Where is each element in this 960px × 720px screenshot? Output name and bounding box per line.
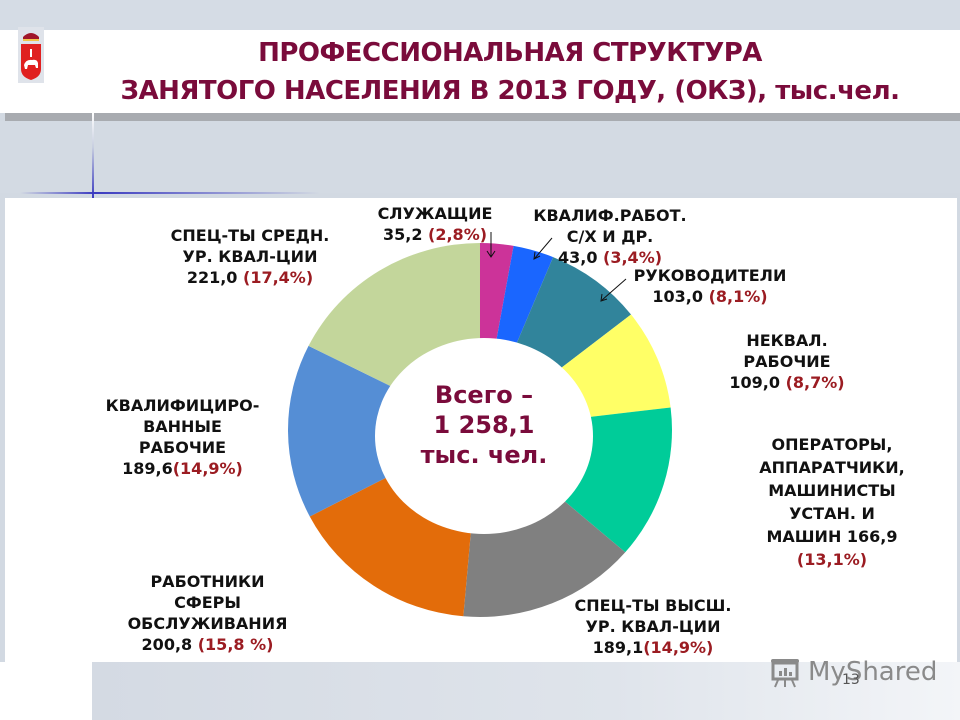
label-text: ВАННЫЕ bbox=[143, 417, 222, 436]
donut-hole bbox=[375, 338, 593, 534]
percent: (14,9%) bbox=[643, 638, 714, 657]
title-band bbox=[0, 30, 960, 113]
label-kvalif-rab: КВАЛИФИЦИРО- ВАННЫЕ РАБОЧИЕ 189,6(14,9%) bbox=[90, 395, 275, 479]
percent: (17,4%) bbox=[243, 268, 314, 287]
label-text: СПЕЦ-ТЫ СРЕДН. bbox=[170, 226, 330, 245]
label-text: СПЕЦ-ТЫ ВЫСШ. bbox=[574, 596, 732, 615]
value: 35,2 bbox=[382, 225, 423, 244]
watermark: MyShared bbox=[768, 656, 937, 688]
label-text: УСТАН. И bbox=[789, 504, 875, 523]
label-operatory: ОПЕРАТОРЫ, АППАРАТЧИКИ, МАШИНИСТЫ УСТАН.… bbox=[742, 433, 922, 571]
decorative-vertical-line bbox=[92, 113, 94, 198]
leader-arrows bbox=[486, 232, 627, 302]
top-strip bbox=[0, 0, 960, 30]
label-text: СФЕРЫ bbox=[174, 593, 241, 612]
arrow-head-kvalif-sh bbox=[533, 251, 541, 260]
label-text: РАБОТНИКИ bbox=[150, 572, 265, 591]
label-text: КВАЛИФИЦИРО- bbox=[105, 396, 260, 415]
page-title: ПРОФЕССИОНАЛЬНАЯ СТРУКТУРА ЗАНЯТОГО НАСЕ… bbox=[60, 34, 960, 110]
label-text: РАБОЧИЕ bbox=[138, 438, 227, 457]
label-value: 221,0 (17,4%) bbox=[155, 267, 345, 288]
label-value: 200,8 (15,8 %) bbox=[115, 634, 300, 655]
arrow-head-rukovoditeli bbox=[600, 293, 608, 302]
label-text: ОБСЛУЖИВАНИЯ bbox=[127, 614, 288, 633]
title-line-2: ЗАНЯТОГО НАСЕЛЕНИЯ В 2013 ГОДУ, (ОКЗ), т… bbox=[120, 76, 900, 106]
value: 221,0 bbox=[186, 268, 238, 287]
label-text: УР. КВАЛ-ЦИИ bbox=[182, 247, 318, 266]
decorative-horizontal-line bbox=[20, 192, 320, 194]
label-kvalif-sh: КВАЛИФ.РАБОТ. С/Х И ДР. 43,0 (3,4%) bbox=[515, 205, 705, 268]
donut-total: Всего – 1 258,1 тыс. чел. bbox=[394, 380, 574, 470]
decorative-band bbox=[0, 121, 960, 193]
label-text: СЛУЖАЩИЕ bbox=[377, 204, 493, 223]
page-number: 13 bbox=[842, 672, 860, 688]
label-text: НЕКВАЛ. bbox=[746, 331, 828, 350]
value: 189,1 bbox=[592, 638, 644, 657]
percent: (8,7%) bbox=[785, 373, 845, 392]
percent: (14,9%) bbox=[172, 459, 243, 478]
label-text: УР. КВАЛ-ЦИИ bbox=[585, 617, 721, 636]
label-value: 43,0 (3,4%) bbox=[515, 247, 705, 268]
label-nekval: НЕКВАЛ. РАБОЧИЕ 109,0 (8,7%) bbox=[712, 330, 862, 393]
label-rabotniki: РАБОТНИКИ СФЕРЫ ОБСЛУЖИВАНИЯ 200,8 (15,8… bbox=[115, 571, 300, 655]
percent: (13,1%) bbox=[796, 550, 868, 569]
total-line-1: Всего – bbox=[434, 381, 534, 409]
percent: (15,8 %) bbox=[197, 635, 274, 654]
label-text: МАШИН 166,9 bbox=[766, 527, 898, 546]
presentation-board-icon bbox=[771, 659, 799, 688]
label-sluzhashchie: СЛУЖАЩИЕ 35,2 (2,8%) bbox=[360, 203, 510, 245]
label-spec-sredn: СПЕЦ-ТЫ СРЕДН. УР. КВАЛ-ЦИИ 221,0 (17,4%… bbox=[155, 225, 345, 288]
coat-of-arms-icon bbox=[18, 27, 44, 83]
value: 189,6 bbox=[122, 459, 173, 478]
title-underline bbox=[5, 113, 960, 121]
label-rukovoditeli: РУКОВОДИТЕЛИ 103,0 (8,1%) bbox=[620, 265, 800, 307]
percent: (3,4%) bbox=[603, 248, 663, 267]
label-value: 189,6(14,9%) bbox=[90, 458, 275, 479]
value: 43,0 bbox=[557, 248, 598, 267]
footer-left bbox=[0, 662, 92, 720]
label-value: 109,0 (8,7%) bbox=[712, 372, 862, 393]
value: 103,0 bbox=[652, 287, 704, 306]
label-text: РУКОВОДИТЕЛИ bbox=[633, 266, 787, 285]
label-text: КВАЛИФ.РАБОТ. bbox=[533, 206, 687, 225]
label-text: С/Х И ДР. bbox=[566, 227, 654, 246]
footer-band bbox=[92, 662, 960, 720]
percent: (8,1%) bbox=[708, 287, 768, 306]
watermark-text: MyShared bbox=[808, 657, 938, 687]
value: 200,8 bbox=[141, 635, 193, 654]
total-line-3: тыс. чел. bbox=[420, 441, 548, 469]
percent: (2,8%) bbox=[428, 225, 488, 244]
arrow-rukovoditeli bbox=[601, 278, 627, 301]
label-text: ОПЕРАТОРЫ, bbox=[771, 435, 893, 454]
label-value: 189,1(14,9%) bbox=[558, 637, 748, 658]
arrow-kvalif-sh bbox=[534, 237, 553, 259]
total-line-2: 1 258,1 bbox=[433, 411, 535, 439]
label-spec-vyssh: СПЕЦ-ТЫ ВЫСШ. УР. КВАЛ-ЦИИ 189,1(14,9%) bbox=[558, 595, 748, 658]
label-text: РАБОЧИЕ bbox=[743, 352, 831, 371]
label-text: АППАРАТЧИКИ, bbox=[759, 458, 905, 477]
arrow-head-sluzhashchie bbox=[486, 250, 496, 258]
title-line-1: ПРОФЕССИОНАЛЬНАЯ СТРУКТУРА bbox=[258, 38, 762, 68]
label-value: 35,2 (2,8%) bbox=[360, 224, 510, 245]
label-text: МАШИНИСТЫ bbox=[768, 481, 896, 500]
value: 109,0 bbox=[729, 373, 781, 392]
label-value: 103,0 (8,1%) bbox=[620, 286, 800, 307]
